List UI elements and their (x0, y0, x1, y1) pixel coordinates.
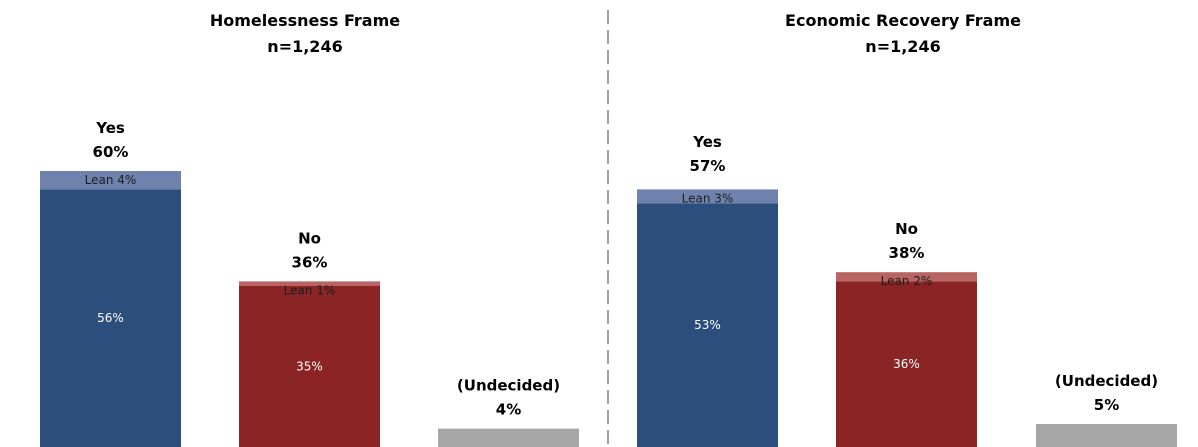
total-value-label: 36% (292, 253, 328, 271)
segment-value-label: 35% (296, 360, 323, 374)
bar: (Undecided) 4% (438, 377, 579, 447)
lean-value-label: Lean 1% (284, 283, 336, 297)
lean-value-label: Lean 2% (881, 274, 933, 288)
bar: 53% Lean 3% Yes 57% (637, 133, 778, 447)
total-value-label: 38% (889, 244, 925, 262)
bar-segment-lean (239, 281, 380, 286)
panel-title: Homelessness Frame (210, 11, 400, 30)
total-value-label: 4% (496, 401, 521, 419)
bar-segment-lean (637, 189, 778, 204)
panel-economic-recovery: Economic Recovery Frame n=1,246 53% Lean … (637, 11, 1177, 447)
bar-segment-firm (836, 281, 977, 447)
bar-segment-lean (836, 272, 977, 282)
bar-segment-firm (1036, 424, 1177, 447)
panel-sample-size: n=1,246 (267, 37, 342, 56)
category-label: (Undecided) (1055, 372, 1158, 390)
category-label: Yes (692, 133, 722, 151)
bar: 36% Lean 2% No 38% (836, 220, 977, 447)
bar-segment-firm (637, 203, 778, 447)
category-label: Yes (95, 119, 125, 137)
segment-value-label: 53% (694, 318, 721, 332)
bar: 56% Lean 4% Yes 60% (40, 119, 181, 447)
bar-segment-firm (40, 189, 181, 447)
panel-homelessness: Homelessness Frame n=1,246 56% Lean 4% Yes… (40, 11, 579, 447)
segment-value-label: 36% (893, 357, 920, 371)
total-value-label: 5% (1094, 396, 1119, 414)
bar-group: 53% Lean 3% Yes 57% 36% Lean 2% No 38% (Undecide… (637, 133, 1177, 447)
bar-segment-lean (40, 171, 181, 190)
category-label: No (895, 220, 918, 238)
bar-segment-firm (239, 286, 380, 447)
bar: 35% Lean 1% No 36% (239, 229, 380, 447)
category-label: No (298, 229, 321, 247)
segment-value-label: 56% (97, 311, 124, 325)
bar: (Undecided) 5% (1036, 372, 1177, 447)
total-value-label: 57% (690, 157, 726, 175)
lean-value-label: Lean 4% (85, 173, 137, 187)
panel-sample-size: n=1,246 (865, 37, 940, 56)
panel-title: Economic Recovery Frame (785, 11, 1021, 30)
bar-group: 56% Lean 4% Yes 60% 35% Lean 1% No 36% (Undecide… (40, 119, 579, 447)
total-value-label: 60% (93, 143, 129, 161)
category-label: (Undecided) (457, 377, 560, 395)
lean-value-label: Lean 3% (682, 191, 734, 205)
bar-segment-firm (438, 428, 579, 447)
